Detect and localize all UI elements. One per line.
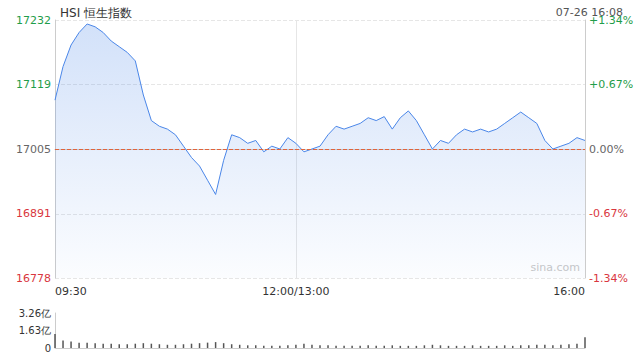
svg-text:+0.67%: +0.67% — [589, 78, 633, 91]
svg-text:16:00: 16:00 — [553, 285, 585, 298]
svg-text:17232: 17232 — [16, 14, 51, 27]
svg-text:+1.34%: +1.34% — [589, 13, 634, 27]
svg-text:0.00%: 0.00% — [589, 143, 624, 156]
svg-text:16891: 16891 — [16, 207, 51, 220]
svg-text:16778: 16778 — [16, 272, 51, 285]
svg-text:3.26亿: 3.26亿 — [19, 308, 51, 319]
svg-text:17005: 17005 — [16, 143, 51, 156]
svg-text:12:00/13:00: 12:00/13:00 — [262, 285, 329, 298]
svg-text:07-26 16:08: 07-26 16:08 — [556, 6, 623, 19]
svg-text:1.63亿: 1.63亿 — [19, 325, 51, 336]
svg-text:-1.34%: -1.34% — [589, 272, 628, 285]
svg-text:-0.67%: -0.67% — [589, 207, 628, 220]
svg-text:HSI 恒生指数: HSI 恒生指数 — [60, 6, 132, 20]
svg-text:17119: 17119 — [16, 78, 51, 91]
svg-text:09:30: 09:30 — [55, 285, 87, 298]
svg-text:0: 0 — [45, 343, 51, 354]
